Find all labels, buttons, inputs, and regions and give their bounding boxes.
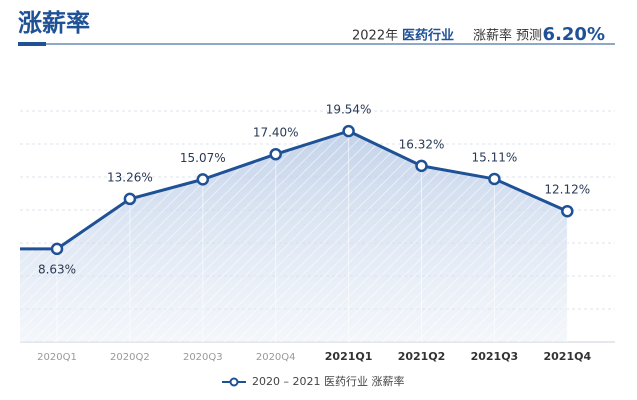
line <box>56 129 568 251</box>
forecast-value: 6.20% <box>543 24 605 45</box>
x-tick-label: 2021Q3 <box>471 350 519 363</box>
point <box>123 192 137 206</box>
forecast-metric: 涨薪率 <box>473 28 512 44</box>
area-hatch <box>20 131 568 342</box>
point <box>342 124 355 138</box>
x-tick-label: 2020Q1 <box>37 352 77 363</box>
point <box>561 204 574 218</box>
legend-label: 2020 – 2021 医药行业 涨薪率 <box>252 374 404 388</box>
value-label: 19.54% <box>326 103 372 117</box>
forecast-year: 2022年 <box>352 29 398 44</box>
point <box>196 173 210 186</box>
point <box>50 242 64 256</box>
value-label: 15.07% <box>180 151 226 165</box>
value-label: 12.12% <box>544 183 590 197</box>
point <box>488 172 501 186</box>
x-tick-label: 2021Q4 <box>543 350 591 363</box>
title: 涨薪率 <box>18 9 90 37</box>
value-label: 15.11% <box>472 150 518 164</box>
point <box>269 147 282 161</box>
value-label: 13.26% <box>107 170 153 184</box>
forecast-industry: 医药行业 <box>402 28 454 44</box>
point <box>415 159 428 173</box>
header-accent <box>18 42 46 46</box>
forecast: 2022年 医药行业 涨薪率 预测 6.20% <box>352 24 605 45</box>
x-tick-label: 2020Q2 <box>110 352 150 363</box>
x-tick-label: 2021Q1 <box>325 350 373 363</box>
value-label: 8.63% <box>38 262 76 276</box>
value-label: 17.40% <box>253 126 299 140</box>
value-label: 16.32% <box>399 137 445 151</box>
legend-marker <box>229 377 239 387</box>
x-tick-label: 2020Q4 <box>256 352 296 363</box>
forecast-note: 预测 <box>516 29 542 44</box>
x-tick-label: 2021Q2 <box>398 350 446 363</box>
x-tick-label: 2020Q3 <box>183 352 223 363</box>
